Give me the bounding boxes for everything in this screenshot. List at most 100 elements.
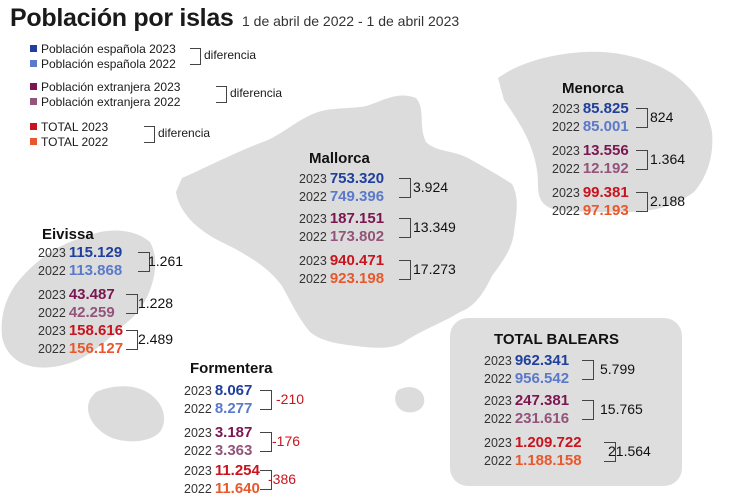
eivissa-espanola-difference: 1.261 [148,253,184,269]
eivissa-extranjera-2022-row: 2022 42.259 [38,304,115,322]
formentera-total-2022-row: 2022 11.640 [184,480,260,498]
year-label: 2022 [299,230,327,244]
legend-label: Población española 2023 [41,41,176,56]
year-label: 2023 [484,394,512,408]
year-label: 2023 [552,102,580,116]
formentera-espanola-2023-value: 8.067 [214,382,253,399]
mallorca-extranjera-2022-row: 2022 173.802 [299,228,384,246]
year-label: 2023 [299,212,327,226]
menorca-espanola-difference: 824 [650,109,674,125]
mallorca-total-difference: 17.273 [413,261,456,277]
year-label: 2023 [38,324,66,338]
formentera-espanola-difference: -210 [276,391,305,407]
menorca-shape [498,51,713,212]
eivissa-total-2023-value: 158.616 [68,322,124,339]
formentera-shape [88,386,165,442]
mallorca-total-2023-value: 940.471 [329,252,385,269]
eivissa-total-2022-value: 156.127 [68,340,124,357]
year-label: 2022 [552,204,580,218]
total_balears-total-group: 2023 1.209.722 2022 1.188.158 21.564 [484,434,651,470]
difference-bracket [582,360,594,380]
island-name-total-balears: TOTAL BALEARS [494,331,620,348]
total_balears-espanola-group: 2023 962.341 2022 956.542 5.799 [484,352,635,388]
menorca-espanola-2023-row: 2023 85.825 [552,100,629,118]
legend-swatch-extranjera-2022 [30,98,37,105]
difference-bracket [260,432,272,452]
difference-bracket [636,192,648,212]
mallorca-total-2022-value: 923.198 [329,270,385,287]
difference-bracket [138,252,150,272]
legend-swatch-total-2023 [30,123,37,130]
year-label: 2023 [299,254,327,268]
total_balears-extranjera-2023-row: 2023 247.381 [484,392,569,410]
year-label: 2022 [484,412,512,426]
legend-diff-label: diferencia [204,48,257,62]
difference-bracket [126,330,138,350]
legend-swatch-total-2022 [30,138,37,145]
island-name-eivissa: Eivissa [42,226,94,243]
total_balears-espanola-2022-row: 2022 956.542 [484,370,569,388]
total_balears-espanola-2022-value: 956.542 [514,370,570,387]
total_balears-extranjera-2023-value: 247.381 [514,392,570,409]
year-label: 2022 [299,190,327,204]
legend-label: TOTAL 2022 [41,134,109,149]
year-label: 2022 [184,444,212,458]
year-label: 2022 [552,162,580,176]
legend-bracket [216,86,227,103]
mallorca-espanola-2022-row: 2022 749.396 [299,188,384,206]
year-label: 2022 [299,272,327,286]
formentera-total-2023-row: 2023 11.254 [184,462,260,480]
year-label: 2022 [484,372,512,386]
eivissa-espanola-2023-value: 115.129 [68,244,123,261]
formentera-espanola-group: 2023 8.067 2022 8.277 -210 [184,382,304,418]
formentera-total-2023-value: 11.254 [214,462,260,479]
legend-diff-label: diferencia [158,126,211,140]
eivissa-total-2023-row: 2023 158.616 [38,322,123,340]
menorca-total-2023-value: 99.381 [582,184,629,201]
mallorca-extranjera-group: 2023 187.151 2022 173.802 13.349 [299,210,456,246]
formentera-extranjera-2023-value: 3.187 [214,424,253,441]
legend-swatch-espanola-2022 [30,60,37,67]
year-label: 2022 [184,402,212,416]
mallorca-total-group: 2023 940.471 2022 923.198 17.273 [299,252,456,288]
formentera-extranjera-difference: -176 [272,433,301,449]
menorca-extranjera-2023-row: 2023 13.556 [552,142,629,160]
mallorca-extranjera-2023-row: 2023 187.151 [299,210,384,228]
menorca-espanola-2023-value: 85.825 [582,100,629,117]
difference-bracket [636,150,648,170]
total_balears-espanola-difference: 5.799 [600,361,636,377]
total_balears-total-2022-value: 1.188.158 [514,452,582,469]
year-label: 2023 [299,172,327,186]
total_balears-extranjera-2022-row: 2022 231.616 [484,410,569,428]
cabrera-shape [395,387,425,413]
menorca-espanola-2022-row: 2022 85.001 [552,118,629,136]
year-label: 2022 [38,342,66,356]
header: Población por islas 1 de abril de 2022 -… [10,4,459,33]
eivissa-extranjera-difference: 1.228 [138,295,174,311]
difference-bracket [636,108,648,128]
eivissa-total-2022-row: 2022 156.127 [38,340,123,358]
total_balears-total-2023-value: 1.209.722 [514,434,582,451]
year-label: 2023 [184,384,212,398]
eivissa-total-difference: 2.489 [138,331,174,347]
total_balears-espanola-2023-value: 962.341 [514,352,570,369]
year-label: 2022 [484,454,512,468]
mallorca-extranjera-2022-value: 173.802 [329,228,385,245]
total_balears-extranjera-2022-value: 231.616 [514,410,570,427]
mallorca-espanola-2023-row: 2023 753.320 [299,170,384,188]
eivissa-extranjera-2023-row: 2023 43.487 [38,286,115,304]
formentera-espanola-2022-value: 8.277 [214,400,253,417]
menorca-total-2022-row: 2022 97.193 [552,202,629,220]
formentera-extranjera-2022-row: 2022 3.363 [184,442,252,460]
difference-bracket [260,390,272,410]
island-name-menorca: Menorca [562,80,624,97]
difference-bracket [582,400,594,420]
formentera-total-2022-value: 11.640 [214,480,260,497]
formentera-extranjera-2023-row: 2023 3.187 [184,424,252,442]
menorca-espanola-group: 2023 85.825 2022 85.001 824 [552,100,673,136]
island-name-mallorca: Mallorca [309,150,370,167]
year-label: 2023 [484,354,512,368]
eivissa-total-group: 2023 158.616 2022 156.127 2.489 [38,322,173,358]
year-label: 2023 [484,436,512,450]
